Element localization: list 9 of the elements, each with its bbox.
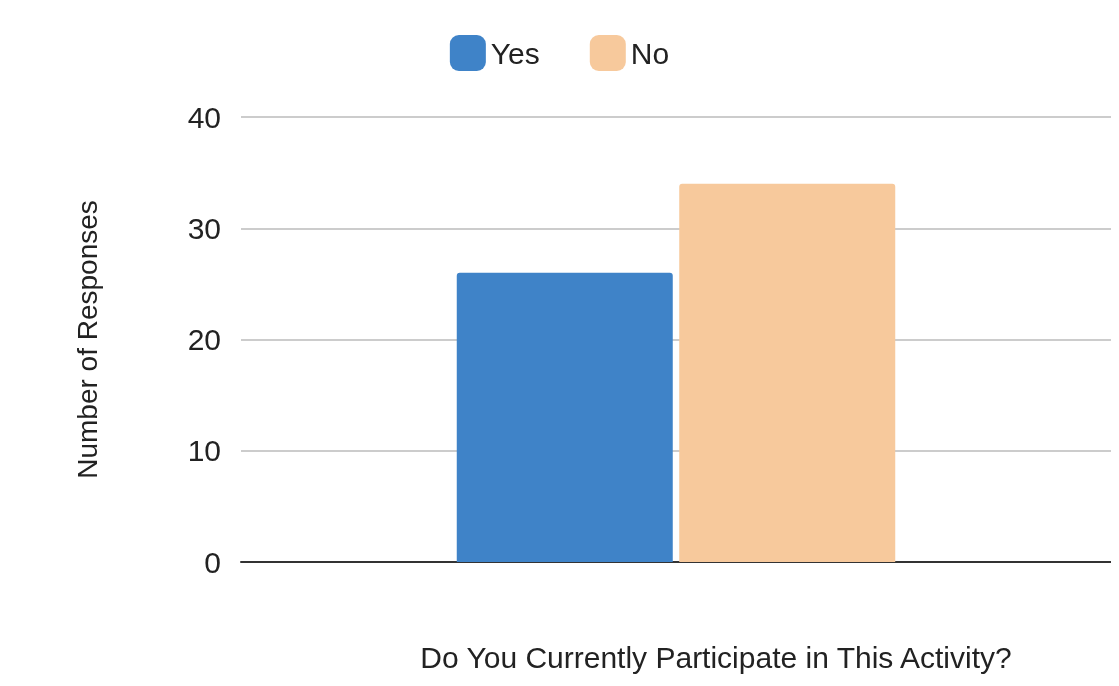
- legend-label: No: [630, 36, 670, 70]
- x-axis-title: Do You Currently Participate in This Activity?: [420, 640, 1012, 674]
- y-tick-label: 40: [187, 100, 221, 134]
- legend-label: Yes: [490, 36, 540, 70]
- y-tick-label: 20: [187, 323, 221, 356]
- y-axis-title: Number of Responses: [71, 200, 103, 479]
- y-tick-label: 0: [204, 545, 221, 579]
- y-tick-label: 10: [187, 434, 221, 468]
- y-tick-label: 30: [187, 211, 221, 245]
